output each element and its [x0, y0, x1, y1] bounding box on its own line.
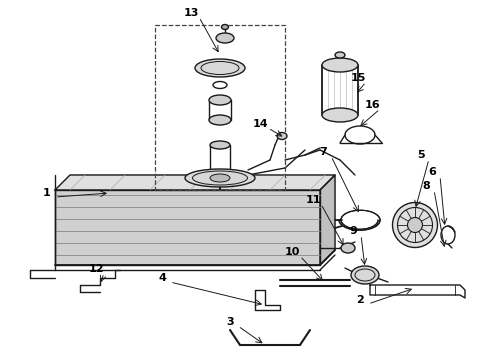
Ellipse shape — [185, 169, 255, 187]
Ellipse shape — [195, 59, 245, 77]
Text: 12: 12 — [88, 264, 104, 274]
Polygon shape — [320, 175, 335, 265]
Text: 16: 16 — [364, 100, 380, 110]
Polygon shape — [55, 175, 335, 190]
Text: 8: 8 — [422, 181, 430, 191]
Text: 7: 7 — [319, 147, 327, 157]
Ellipse shape — [209, 95, 231, 105]
Ellipse shape — [210, 141, 230, 149]
Text: 3: 3 — [226, 317, 234, 327]
Polygon shape — [55, 190, 320, 265]
Text: 5: 5 — [417, 150, 425, 160]
Ellipse shape — [341, 243, 355, 253]
Text: 11: 11 — [305, 195, 321, 205]
Text: 10: 10 — [284, 247, 300, 257]
Text: 13: 13 — [183, 8, 198, 18]
Ellipse shape — [277, 132, 287, 140]
Ellipse shape — [322, 108, 358, 122]
Ellipse shape — [335, 52, 345, 58]
Ellipse shape — [216, 33, 234, 43]
Ellipse shape — [351, 266, 379, 284]
Bar — [155, 25, 285, 190]
Text: 1: 1 — [43, 188, 51, 198]
Ellipse shape — [392, 202, 438, 248]
Text: 9: 9 — [349, 226, 357, 236]
Text: 15: 15 — [350, 73, 366, 83]
Text: 6: 6 — [428, 167, 436, 177]
Ellipse shape — [221, 24, 228, 30]
Text: 4: 4 — [158, 273, 166, 283]
Ellipse shape — [209, 115, 231, 125]
Text: 14: 14 — [252, 119, 268, 129]
Text: 2: 2 — [356, 295, 364, 305]
Ellipse shape — [408, 217, 422, 233]
Ellipse shape — [322, 58, 358, 72]
Ellipse shape — [210, 174, 230, 182]
